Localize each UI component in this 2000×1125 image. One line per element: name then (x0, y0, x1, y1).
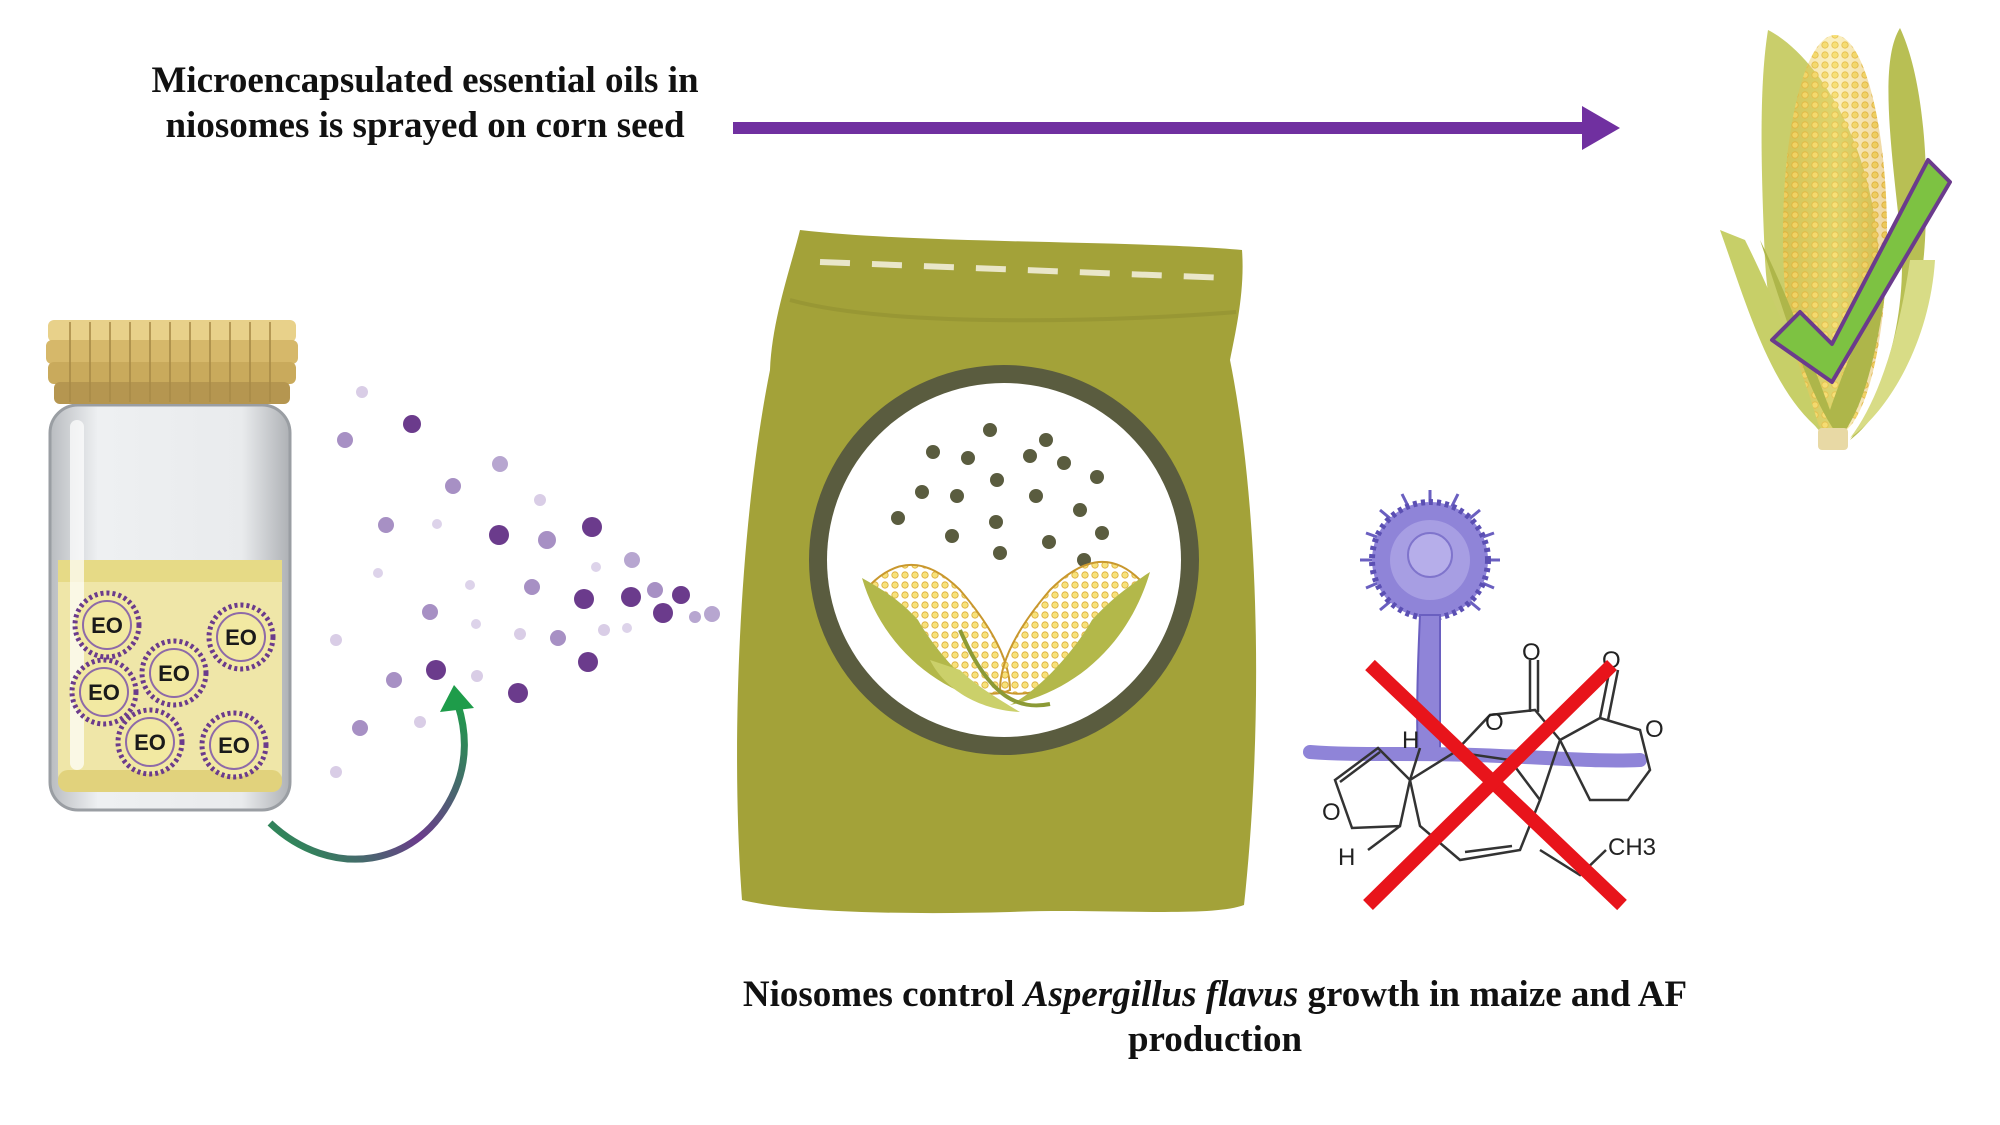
niosome-vesicle: EO (72, 590, 142, 660)
vesicle-label: EO (218, 733, 250, 758)
bottom-caption-species: Aspergillus flavus (1023, 974, 1299, 1015)
inhibition-cross-icon (1363, 659, 1627, 911)
essential-oil-jar: EO EO EO EO EO EO (46, 320, 298, 812)
vesicle-label: EO (88, 680, 120, 705)
chem-label-o: O (1645, 716, 1664, 743)
aspergillus-fungus-icon (1303, 490, 1647, 768)
chem-label-h: H (1402, 727, 1419, 754)
top-caption: Microencapsulated essential oils in nios… (151, 60, 699, 146)
spray-curved-arrow (267, 685, 474, 863)
niosome-vesicle: EO (115, 707, 185, 777)
spray-droplets (330, 386, 720, 778)
jar-lid (46, 320, 298, 404)
chem-label-h: H (1338, 844, 1355, 871)
bottom-caption-prefix: Niosomes control (742, 974, 1024, 1015)
process-arrow (733, 106, 1620, 150)
niosome-vesicle: EO (139, 638, 209, 708)
chem-label-o: O (1322, 799, 1341, 826)
corn-seed-bag (737, 230, 1257, 914)
niosome-vesicle: EO (69, 657, 139, 727)
vesicle-label: EO (158, 661, 190, 686)
seed-dots (891, 423, 1109, 567)
chem-label-methyl: CH3 (1608, 834, 1656, 861)
vesicle-label: EO (225, 625, 257, 650)
healthy-corn-icon (1720, 28, 1952, 450)
niosome-vesicle: EO (199, 710, 269, 780)
vesicle-label: EO (91, 613, 123, 638)
chem-label-o: O (1485, 709, 1504, 736)
chem-label-o: O (1522, 639, 1541, 666)
corn-cobs (862, 561, 1150, 712)
vesicle-label: EO (134, 730, 166, 755)
aflatoxin-structure (1333, 660, 1652, 877)
bottom-caption: Niosomes control Aspergillus flavus grow… (720, 972, 1710, 1062)
bottom-caption-suffix: growth in maize and AF production (1127, 974, 1688, 1060)
niosome-vesicle: EO (206, 602, 276, 672)
checkmark-icon (1770, 158, 1952, 384)
